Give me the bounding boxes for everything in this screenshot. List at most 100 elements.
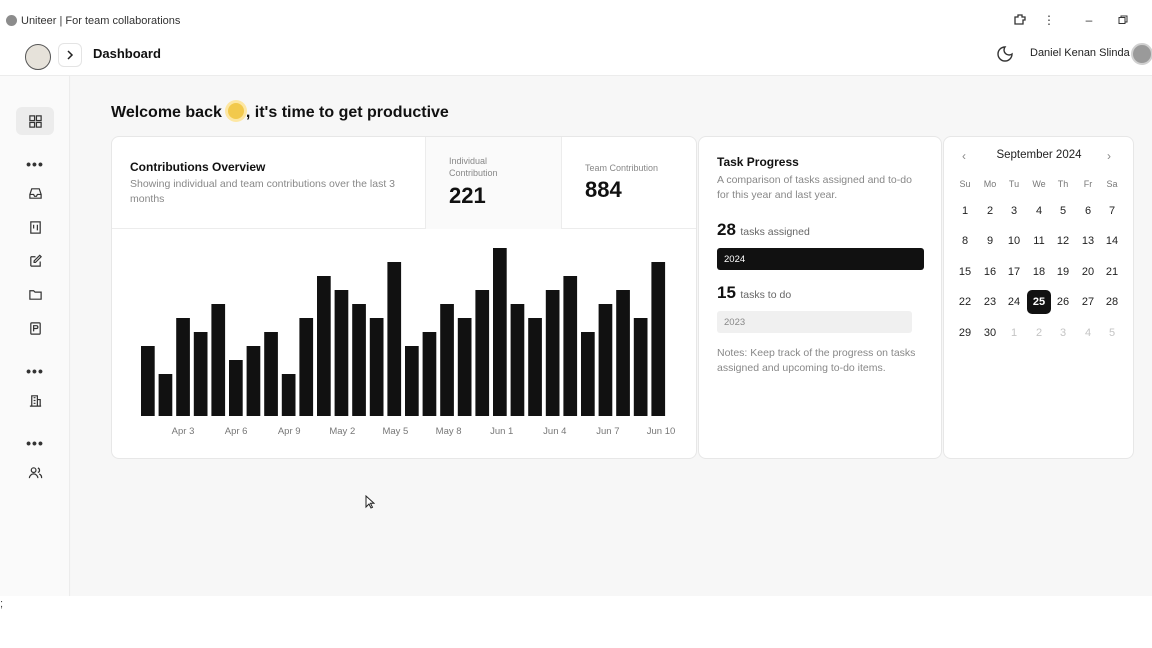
chart-bar <box>545 290 560 416</box>
building-icon <box>29 394 41 407</box>
sidebar-item-organization[interactable] <box>16 386 54 414</box>
chart-x-tick-label: Apr 9 <box>278 426 301 437</box>
tasks-assigned-label: tasks assigned <box>740 226 810 238</box>
calendar-day[interactable]: 11 <box>1033 235 1045 247</box>
chart-bar <box>246 346 261 416</box>
restore-button[interactable] <box>1114 11 1132 29</box>
chevron-right-icon[interactable]: › <box>1107 149 1111 163</box>
calendar-day[interactable]: 15 <box>958 266 972 278</box>
calendar-day[interactable]: 25 <box>1027 290 1051 314</box>
calendar-day[interactable]: 21 <box>1105 266 1119 278</box>
chart-x-tick-label: Apr 6 <box>225 426 248 437</box>
more-menu-icon[interactable]: ⋮ <box>1043 13 1055 27</box>
calendar-weekday: Mo <box>983 179 997 189</box>
contributions-header: Contributions Overview Showing individua… <box>112 137 696 229</box>
avatar[interactable] <box>1131 43 1152 65</box>
calendar-day[interactable]: 16 <box>983 266 997 278</box>
extensions-icon[interactable] <box>1011 11 1029 29</box>
users-icon <box>28 466 42 478</box>
calendar-day[interactable]: 23 <box>983 296 997 308</box>
calendar-day[interactable]: 4 <box>1035 205 1043 217</box>
sidebar: ••• ••• ••• <box>0 76 70 596</box>
calendar-day[interactable]: 14 <box>1105 235 1119 247</box>
calendar-day[interactable]: 28 <box>1105 296 1119 308</box>
calendar-day[interactable]: 1 <box>961 205 969 217</box>
chart-bar <box>563 276 578 416</box>
calendar-day[interactable]: 12 <box>1056 235 1070 247</box>
mouse-cursor-icon <box>365 495 375 509</box>
calendar-weekday: Th <box>1057 179 1069 189</box>
calendar-day[interactable]: 20 <box>1081 266 1095 278</box>
calendar-day[interactable]: 26 <box>1056 296 1070 308</box>
calendar-day[interactable]: 3 <box>1010 205 1018 217</box>
app-favicon-icon <box>6 15 17 26</box>
chart-bar <box>334 290 349 416</box>
chart-bar <box>264 332 278 416</box>
calendar-day[interactable]: 4 <box>1084 327 1092 339</box>
calendar-day[interactable]: 13 <box>1081 235 1095 247</box>
chart-x-tick-label: Jun 10 <box>647 426 676 437</box>
chart-bar <box>651 262 666 416</box>
sidebar-item-edit[interactable] <box>16 246 54 274</box>
sidebar-item-dashboard[interactable] <box>16 107 54 135</box>
sidebar-toggle-button[interactable] <box>58 43 82 67</box>
calendar-day[interactable]: 24 <box>1007 296 1021 308</box>
sidebar-item-inbox[interactable] <box>16 179 54 207</box>
sidebar-item-board[interactable] <box>16 213 54 241</box>
calendar-day[interactable]: 22 <box>958 296 972 308</box>
chart-x-tick-label: Jun 4 <box>543 426 566 437</box>
individual-contribution-value: 221 <box>449 183 486 208</box>
welcome-text: Welcome back <box>111 104 222 121</box>
chart-bar <box>581 332 595 416</box>
calendar-weekday: Su <box>959 179 971 189</box>
chart-bar <box>440 304 454 416</box>
calendar-day[interactable]: 1 <box>1010 327 1018 339</box>
calendar-month-label: September 2024 <box>996 149 1082 161</box>
sidebar-section-dots: ••• <box>26 363 44 379</box>
calendar-day[interactable]: 29 <box>958 327 972 339</box>
calendar-day[interactable]: 9 <box>986 235 994 247</box>
calendar-day[interactable]: 2 <box>1035 327 1043 339</box>
calendar-day[interactable]: 27 <box>1081 296 1095 308</box>
calendar-weekday: Sa <box>1106 179 1118 189</box>
sidebar-section-dots: ••• <box>26 156 44 172</box>
year-2023-bar[interactable]: 2023 <box>717 311 912 333</box>
sidebar-section-dots: ••• <box>26 435 44 451</box>
chevron-left-icon[interactable]: ‹ <box>962 149 966 163</box>
chart-x-tick-label: May 2 <box>329 426 355 437</box>
calendar-day[interactable]: 30 <box>983 327 997 339</box>
sidebar-item-files[interactable] <box>16 280 54 308</box>
calendar-day[interactable]: 17 <box>1007 266 1021 278</box>
chart-bar <box>510 304 525 416</box>
calendar-weekday: Fr <box>1083 179 1093 189</box>
user-name[interactable]: Daniel Kenan Slinda <box>1030 47 1130 59</box>
chart-bar <box>493 248 507 416</box>
calendar-day[interactable]: 5 <box>1108 327 1116 339</box>
calendar-day[interactable]: 6 <box>1084 205 1092 217</box>
chevron-right-icon <box>67 50 74 60</box>
chart-bar <box>457 318 472 416</box>
calendar-day[interactable]: 10 <box>1007 235 1021 247</box>
calendar-day[interactable]: 2 <box>986 205 994 217</box>
task-progress-notes: Notes: Keep track of the progress on tas… <box>717 347 916 374</box>
folder-icon <box>28 289 42 300</box>
app-logo[interactable] <box>25 44 51 70</box>
calendar-day[interactable]: 3 <box>1059 327 1067 339</box>
team-contribution-value: 884 <box>585 177 622 202</box>
minimize-button[interactable]: – <box>1085 13 1093 27</box>
chart-bar <box>281 374 296 416</box>
theme-toggle-icon[interactable] <box>996 45 1014 63</box>
inbox-icon <box>28 187 42 199</box>
window-title: Uniteer | For team collaborations <box>21 15 181 27</box>
calendar-day[interactable]: 18 <box>1032 266 1046 278</box>
chart-bar <box>141 346 155 416</box>
footer-text: ; <box>0 598 4 610</box>
year-2024-bar[interactable]: 2024 <box>717 248 924 270</box>
calendar-day[interactable]: 5 <box>1059 205 1067 217</box>
calendar-day[interactable]: 19 <box>1056 266 1070 278</box>
sidebar-item-documents[interactable] <box>16 314 54 342</box>
grid-icon <box>28 114 42 128</box>
sidebar-item-team[interactable] <box>16 458 54 486</box>
calendar-day[interactable]: 7 <box>1108 205 1116 217</box>
calendar-day[interactable]: 8 <box>961 235 969 247</box>
